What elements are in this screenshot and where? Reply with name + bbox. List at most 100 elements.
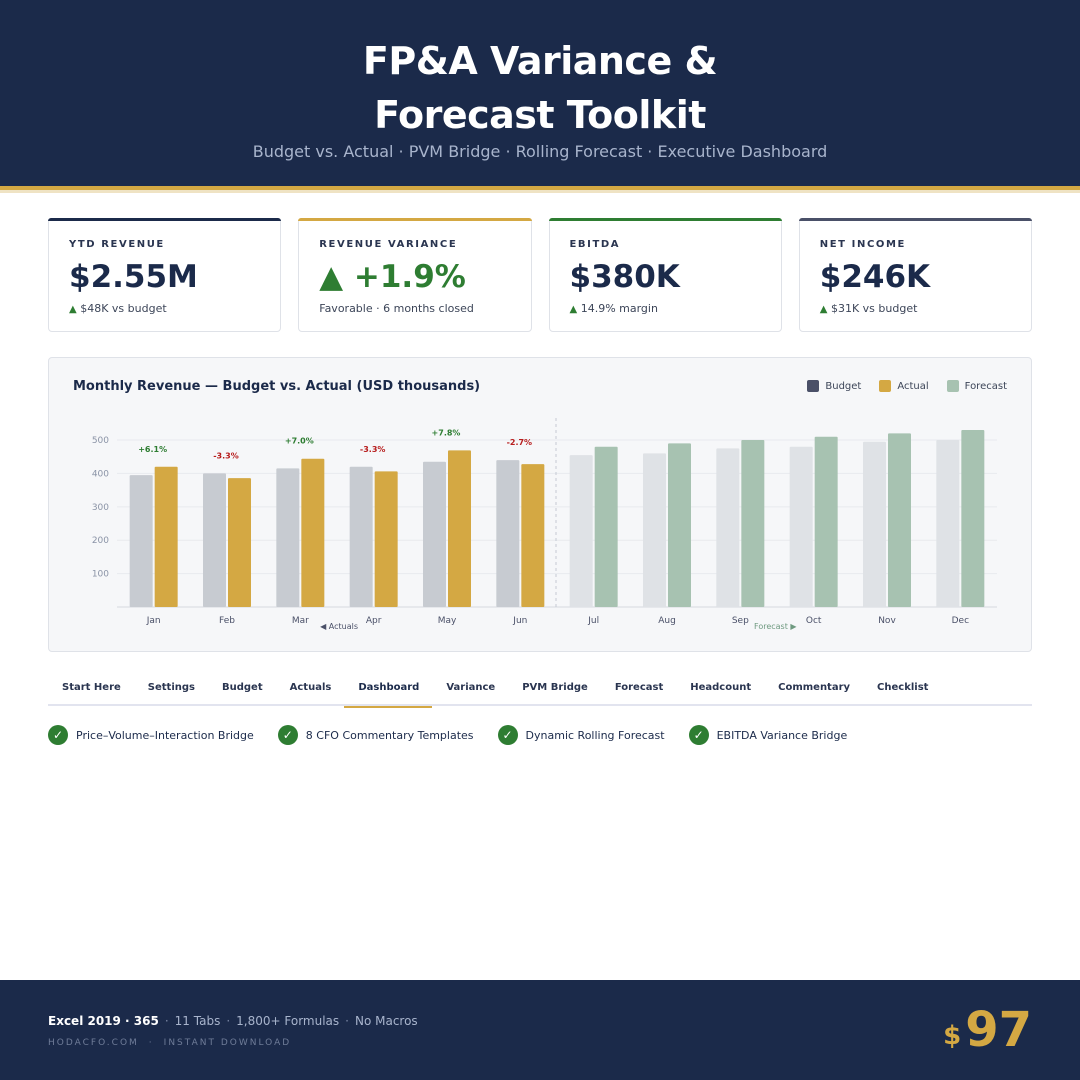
revenue-chart: 100 200 300 400 500 Jan +6.1% Feb -3.3% Mar +7.0% A… [92, 418, 997, 631]
x-tick-label: May [438, 616, 457, 626]
bar-forecast [888, 433, 911, 607]
up-arrow-icon: ▲ [819, 304, 828, 315]
x-tick-label: Mar [292, 616, 309, 626]
sheet-tabs: Start Here Settings Budget Actuals Dashboard… [48, 676, 1032, 708]
y-tick-label: 500 [92, 436, 109, 446]
forecast-marker: Forecast ▶ [754, 622, 797, 631]
tab-commentary[interactable]: Commentary [778, 682, 851, 693]
bar-budget [863, 441, 886, 607]
footer: Excel 2019 · 365 · 11 Tabs · 1,800+ Formulas… [0, 980, 1080, 1080]
kpi-card-net-income: NET INCOME $246K ▲ $31K vs budget [798, 218, 1032, 332]
x-tick-label: Feb [219, 616, 235, 626]
x-tick-label: Jul [587, 616, 599, 626]
kpi-subtext: ▲ $48K vs budget [69, 302, 260, 315]
actuals-marker: ◀ Actuals [320, 622, 358, 631]
kpi-accent-bar [298, 218, 532, 221]
kpi-value: ▲ +1.9% [319, 258, 510, 296]
bar-actual [521, 464, 545, 607]
variance-label: +6.1% [138, 445, 167, 454]
bar-budget [496, 460, 520, 607]
feature-item: ✓ Dynamic Rolling Forecast [497, 725, 665, 745]
feature-label: EBITDA Variance Bridge [716, 728, 848, 742]
legend-swatch [946, 380, 959, 392]
bar-actual [374, 471, 398, 607]
kpi-label: REVENUE VARIANCE [319, 239, 458, 250]
tab-checklist[interactable]: Checklist [877, 682, 929, 693]
x-tick-label: Apr [366, 616, 382, 626]
delivery-note: INSTANT DOWNLOAD [163, 1038, 292, 1048]
revenue-chart-card: 100 200 300 400 500 Jan +6.1% Feb -3.3% Mar +7.0% A… [48, 357, 1032, 652]
tab-variance[interactable]: Variance [446, 682, 496, 693]
kpi-accent-bar [548, 218, 782, 221]
kpi-value: $380K [569, 259, 680, 295]
kpi-value-text: +1.9% [353, 259, 466, 295]
kpi-row: YTD REVENUE $2.55M ▲ $48K vs budget REVE… [48, 218, 1032, 332]
kpi-accent-bar [798, 218, 1032, 221]
feature-item: ✓ 8 CFO Commentary Templates [277, 725, 474, 745]
price-currency: $ [943, 1021, 962, 1051]
kpi-label: EBITDA [569, 239, 621, 250]
chart-legend: Budget Actual Forecast [807, 380, 1007, 392]
feature-item: ✓ Price–Volume–Interaction Bridge [48, 725, 254, 745]
feature-list: ✓ Price–Volume–Interaction Bridge ✓ 8 CFO C… [48, 725, 847, 745]
legend-swatch [879, 380, 892, 392]
variance-label: -3.3% [360, 445, 386, 454]
tab-start-here[interactable]: Start Here [62, 682, 121, 693]
bar-forecast [668, 443, 691, 607]
y-tick-label: 200 [92, 536, 109, 546]
separator: · [345, 1014, 349, 1028]
tab-settings[interactable]: Settings [147, 682, 195, 693]
bar-forecast [741, 440, 765, 607]
check-icon: ✓ [48, 725, 68, 745]
bar-actual [448, 450, 471, 607]
feature-label: Dynamic Rolling Forecast [525, 728, 665, 742]
separator: · [148, 1038, 154, 1048]
y-tick-label: 100 [92, 570, 109, 580]
formula-count: 1,800+ Formulas [236, 1014, 340, 1028]
kpi-value: $2.55M [69, 259, 198, 295]
bar-budget [789, 446, 813, 607]
price-tag: $ 97 [943, 1002, 1032, 1058]
kpi-value: $246K [819, 259, 931, 295]
variance-label: -3.3% [213, 451, 239, 460]
variance-label: -2.7% [507, 438, 533, 447]
kpi-label: YTD REVENUE [69, 239, 165, 250]
kpi-accent-bar [48, 218, 282, 221]
chart-title: Monthly Revenue — Budget vs. Actual (USD… [73, 379, 481, 394]
tab-actuals[interactable]: Actuals [289, 682, 332, 693]
up-arrow-icon: ▲ [69, 304, 77, 315]
bar-budget [203, 473, 226, 607]
kpi-subtext: ▲ $31K vs budget [820, 302, 1011, 315]
variance-label: +7.0% [285, 437, 314, 446]
legend-item-budget: Budget [807, 380, 861, 392]
tab-pvm-bridge[interactable]: PVM Bridge [522, 682, 588, 693]
page-subtitle: Budget vs. Actual · PVM Bridge · Rolling… [252, 142, 828, 161]
footer-site: HODACFO.COM · INSTANT DOWNLOAD [48, 1038, 291, 1048]
kpi-card-revenue-variance: REVENUE VARIANCE ▲ +1.9% Favorable · 6 m… [298, 218, 532, 332]
y-tick-label: 300 [92, 503, 109, 513]
bar-budget [643, 453, 666, 607]
kpi-sub-text: $31K vs budget [830, 302, 918, 315]
tab-headcount[interactable]: Headcount [690, 682, 752, 693]
up-arrow-icon: ▲ [319, 259, 344, 295]
check-icon: ✓ [688, 725, 709, 745]
x-tick-label: Jan [146, 616, 161, 626]
kpi-sub-text: $48K vs budget [80, 302, 167, 315]
legend-item-forecast: Forecast [946, 380, 1007, 392]
bar-budget [569, 455, 593, 607]
site-url[interactable]: HODACFO.COM [48, 1038, 139, 1048]
kpi-label: NET INCOME [819, 239, 906, 250]
bar-budget [129, 475, 153, 607]
bar-budget [936, 440, 960, 607]
legend-label: Budget [825, 380, 862, 392]
price-amount: 97 [965, 1002, 1032, 1058]
bar-forecast [594, 446, 618, 607]
x-tick-label: Aug [658, 616, 676, 626]
x-tick-label: Jun [512, 616, 527, 626]
tab-budget[interactable]: Budget [222, 682, 263, 693]
separator: · [226, 1014, 231, 1028]
tab-dashboard[interactable]: Dashboard [344, 676, 433, 708]
tab-forecast[interactable]: Forecast [614, 682, 664, 693]
macros-note: No Macros [354, 1014, 418, 1028]
bar-actual [301, 458, 325, 607]
